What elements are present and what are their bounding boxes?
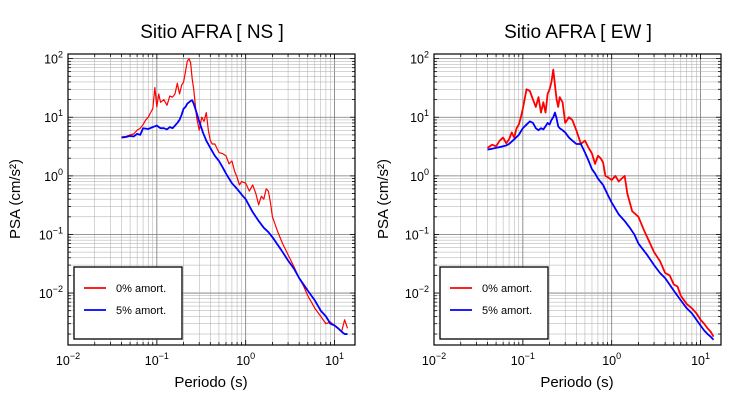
x-tick-label: 101 [691, 351, 710, 368]
x-tick-label: 10−1 [511, 351, 535, 368]
axes: 10−2 10−1 100 101 10−2 10−1 100 101 102 [39, 50, 355, 368]
x-tick-label: 10−1 [145, 351, 169, 368]
legend: 0% amort. 5% amort. [439, 266, 549, 340]
y-tick-label: 10−2 [39, 284, 63, 301]
y-tick-label: 100 [410, 167, 429, 184]
x-tick-label: 100 [602, 351, 621, 368]
y-tick-label: 102 [44, 50, 63, 67]
x-tick-label: 10−2 [422, 351, 446, 368]
series-line-5pct [121, 99, 348, 335]
y-tick-label: 10−1 [39, 225, 63, 242]
x-axis-label: Periodo (s) [540, 374, 613, 391]
chart-title: Sitio AFRA [ NS ] [140, 22, 284, 43]
y-tick-label: 100 [44, 167, 63, 184]
y-tick-label: 102 [410, 50, 429, 67]
series-line-5pct [487, 111, 715, 341]
y-axis-label: PSA (cm/s²) [7, 159, 24, 239]
legend-box [439, 266, 549, 340]
chart-panel-ns: Sitio AFRA [ NS ] 10−2 10−1 100 101 10−2 10−1… [7, 22, 356, 391]
x-axis-label: Periodo (s) [174, 374, 247, 391]
legend-label-0pct: 0% amort. [482, 283, 532, 295]
x-tick-label: 101 [325, 351, 344, 368]
axes: 10−2 10−1 100 101 10−2 10−1 100 101 102 [405, 50, 721, 368]
plot-area [486, 68, 715, 341]
y-tick-label: 10−1 [405, 225, 429, 242]
legend-label-5pct: 5% amort. [116, 305, 166, 317]
chart-title: Sitio AFRA [ EW ] [504, 22, 652, 43]
x-tick-label: 100 [236, 351, 255, 368]
y-axis-label: PSA (cm/s²) [375, 159, 392, 239]
y-tick-label: 10−2 [405, 284, 429, 301]
chart-panel-ew: Sitio AFRA [ EW ] 10−2 10−1 100 101 10−2 10−1… [375, 22, 722, 391]
x-tick-label: 10−2 [56, 351, 80, 368]
legend-label-0pct: 0% amort. [116, 283, 166, 295]
y-tick-label: 101 [410, 108, 429, 125]
legend-box [73, 266, 183, 340]
y-tick-label: 101 [44, 108, 63, 125]
plot-area [121, 58, 349, 335]
legend-label-5pct: 5% amort. [482, 305, 532, 317]
legend: 0% amort. 5% amort. [73, 266, 183, 340]
